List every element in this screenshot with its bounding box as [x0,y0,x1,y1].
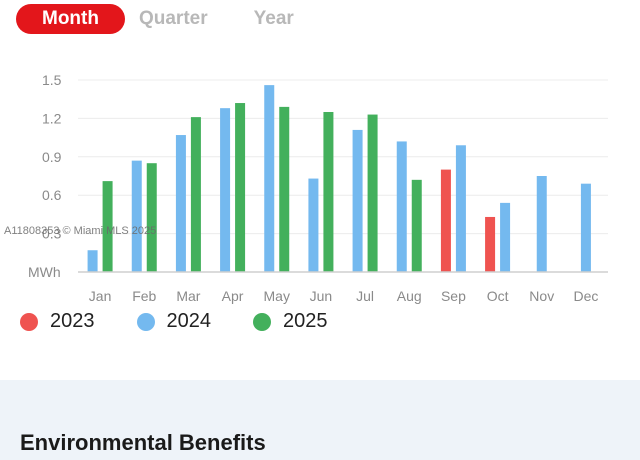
bar-2025-may [279,106,290,272]
bar-2024-apr [220,108,231,272]
bar-2023-oct [485,216,496,272]
legend-label-2023: 2023 [50,310,95,332]
x-tick-label: Jun [310,288,333,304]
x-tick-label: Jul [356,288,374,304]
bar-2025-apr [235,103,246,272]
bar-2025-aug [411,179,422,272]
bar-2024-mar [175,135,186,272]
section-title: Environmental Benefits [20,430,266,455]
bar-2025-feb [146,163,157,272]
bar-2024-dec [580,183,591,272]
tab-year[interactable]: Year [253,8,294,29]
x-tick-label: Mar [176,288,200,304]
energy-bar-chart: 1.5 1.2 0.9 0.6 0.3 MWh Jan Feb Mar Apr May Jun Jul A… [4,72,608,304]
x-tick-label: Feb [132,288,156,304]
legend-dot-2023 [20,312,38,331]
bar-2024-sep [455,145,466,272]
tab-month[interactable]: Month [16,4,125,34]
x-tick-label: Oct [487,288,509,304]
x-tick-label: May [264,288,290,304]
bar-2025-jan [102,181,113,272]
tab-quarter[interactable]: Quarter [138,8,208,29]
y-tick-label: 1.5 [42,72,62,88]
y-tick-label: 0.3 [42,226,62,242]
x-tick-label: Aug [397,288,422,304]
legend-label-2025: 2025 [283,310,328,332]
bar-2024-oct [500,202,511,272]
period-tabs: Month Quarter Year [16,4,294,34]
y-tick-label: 1.2 [42,110,62,126]
legend-item-2023[interactable]: 2023 [20,310,95,333]
x-tick-label: Nov [529,288,554,304]
y-unit-label: MWh [28,264,61,280]
bar-2023-sep [440,169,451,272]
legend-item-2024[interactable]: 2024 [136,310,212,333]
bar-2024-aug [396,141,407,272]
bar-2024-nov [536,176,547,272]
legend-label-2024: 2024 [166,310,212,332]
bar-2025-mar [190,117,201,272]
bar-2024-jan [87,250,98,272]
chart-legend: 2023 2024 2025 [20,310,370,333]
watermark-text: A11808353 © Miami MLS 2025 [4,225,156,237]
environmental-benefits-section: Environmental Benefits [0,380,640,460]
bar-2024-may [264,85,275,273]
bar-2025-jun [323,112,334,272]
x-tick-label: Dec [573,288,598,304]
bar-2025-jul [367,114,378,272]
bar-2024-jul [352,129,363,272]
bar-2024-feb [131,160,142,272]
bar-2024-jun [308,178,319,272]
legend-item-2025[interactable]: 2025 [253,310,328,333]
legend-dot-2025 [253,312,271,331]
y-tick-label: 0.6 [42,187,62,203]
x-tick-label: Apr [222,288,244,304]
x-tick-label: Jan [89,288,112,304]
legend-dot-2024 [136,312,155,331]
y-tick-label: 0.9 [42,149,62,165]
x-tick-label: Sep [441,288,466,304]
